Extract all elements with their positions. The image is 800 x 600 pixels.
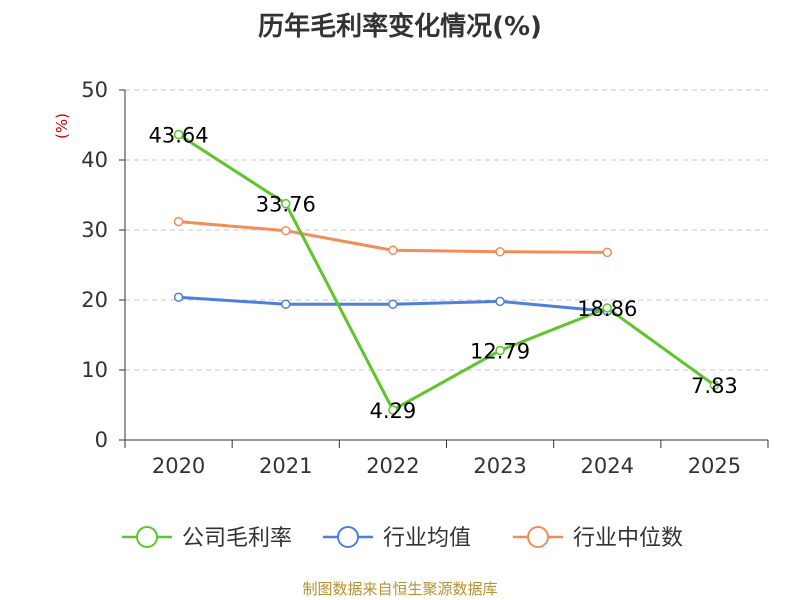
legend-marker [527, 526, 549, 548]
y-tick-label: 20 [81, 288, 108, 312]
data-point [388, 299, 398, 309]
data-label: 7.83 [691, 374, 738, 398]
y-tick-label: 10 [81, 358, 108, 382]
data-point [388, 245, 398, 256]
data-point [602, 303, 612, 313]
series-line [177, 133, 716, 412]
data-label: 4.29 [370, 399, 417, 423]
x-tick-label: 2021 [259, 454, 312, 478]
legend-marker [136, 526, 158, 548]
legend-label: 公司毛利率 [182, 526, 292, 551]
data-point [173, 129, 184, 140]
data-point [173, 216, 184, 227]
x-tick-label: 2023 [473, 454, 526, 478]
y-tick-label: 40 [81, 148, 108, 172]
y-tick-label: 50 [81, 78, 108, 102]
y-axis-label: (%) [53, 113, 71, 139]
x-tick-label: 2020 [152, 454, 205, 478]
data-point [281, 299, 291, 309]
data-point [709, 380, 720, 390]
data-point [495, 246, 505, 257]
x-tick-label: 2024 [581, 454, 634, 478]
y-tick-label: 30 [81, 218, 108, 242]
data-point [388, 405, 398, 415]
legend-label: 行业中位数 [573, 526, 683, 551]
data-source-note: 制图数据来自恒生聚源数据库 [302, 580, 498, 598]
data-label: 18.86 [577, 297, 637, 321]
legend-label: 行业均值 [383, 526, 471, 551]
data-point [281, 198, 291, 209]
data-point [495, 345, 505, 356]
x-tick-label: 2022 [366, 454, 419, 478]
x-tick-label: 2025 [688, 454, 741, 478]
data-label: 12.79 [470, 339, 530, 363]
data-point [281, 225, 291, 236]
data-label: 43.64 [149, 124, 209, 148]
data-label: 33.76 [256, 193, 316, 217]
data-point [495, 296, 505, 307]
chart-title: 历年毛利率变化情况(%) [258, 12, 542, 42]
data-point [602, 247, 612, 258]
y-tick-label: 0 [95, 428, 108, 452]
data-point [173, 292, 184, 302]
legend-marker [337, 526, 359, 548]
